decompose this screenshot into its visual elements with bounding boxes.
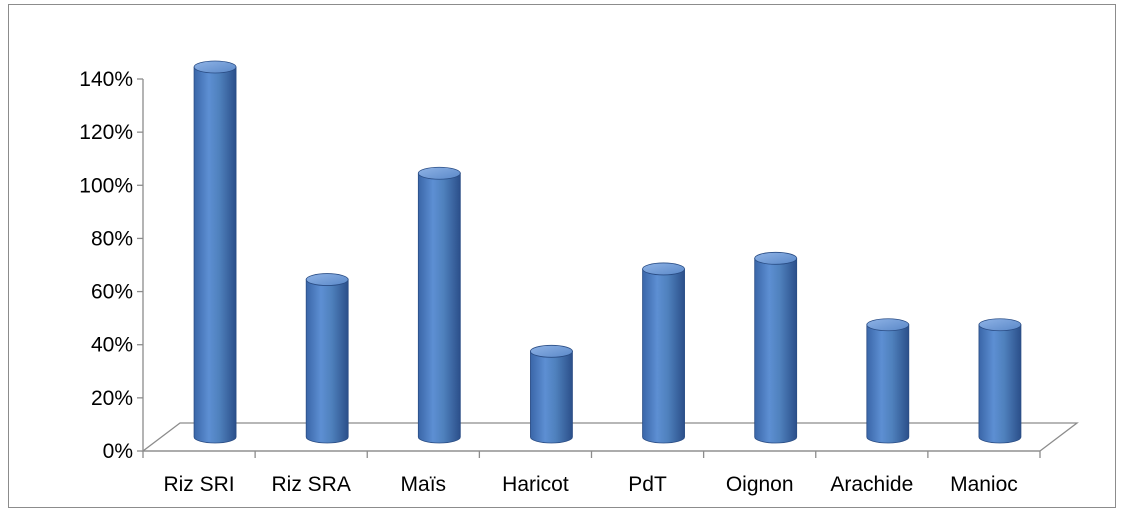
bar-body (978, 324, 1022, 444)
bar-top (866, 318, 910, 332)
bar-top (305, 273, 349, 286)
x-tick-label: Oignon (726, 473, 794, 496)
y-tick-labels: 0% 20% 40% 60% 80% 100% 120% 140% (79, 68, 143, 463)
x-tick-label: Haricot (502, 473, 569, 496)
floor-plane (141, 422, 1079, 452)
bar-body (417, 172, 461, 444)
y-tick-label: 140% (79, 68, 133, 91)
x-tick-label: Riz SRA (272, 473, 351, 496)
y-tick-label: 100% (79, 174, 133, 197)
chart-floor (141, 422, 1079, 452)
y-tick-label: 20% (91, 387, 133, 410)
bar (417, 166, 461, 444)
bar-body (642, 268, 685, 444)
bar-top (193, 60, 237, 74)
x-tick-label: Arachide (830, 473, 913, 496)
y-tick-label: 120% (79, 121, 133, 144)
bar (305, 273, 349, 444)
x-tick-label: Maïs (401, 473, 447, 496)
x-tick-labels: Riz SRI Riz SRA Maïs Haricot PdT Oignon Arachi… (142, 451, 1041, 496)
bar (866, 318, 910, 444)
bar-top (754, 251, 798, 265)
bars (193, 60, 1022, 444)
bar (754, 251, 798, 444)
bar (978, 318, 1022, 444)
y-tick-label: 0% (103, 440, 133, 463)
x-tick-label: PdT (628, 473, 667, 496)
bar-body (305, 279, 349, 444)
bar-body (754, 257, 798, 444)
bar-top (530, 344, 573, 358)
y-tick-label: 80% (91, 227, 133, 250)
bar-top (417, 166, 461, 180)
x-tick-label: Manioc (950, 473, 1018, 496)
bar-top (642, 262, 685, 276)
bar-body (530, 350, 573, 444)
y-tick-label: 60% (91, 281, 133, 304)
bar (642, 262, 685, 444)
x-tick-label: Riz SRI (163, 473, 234, 496)
bar (193, 60, 237, 444)
bar-top (978, 318, 1022, 332)
bar-body (193, 66, 237, 444)
y-tick-label: 40% (91, 334, 133, 357)
bar-body (866, 324, 910, 444)
bar (530, 344, 573, 444)
